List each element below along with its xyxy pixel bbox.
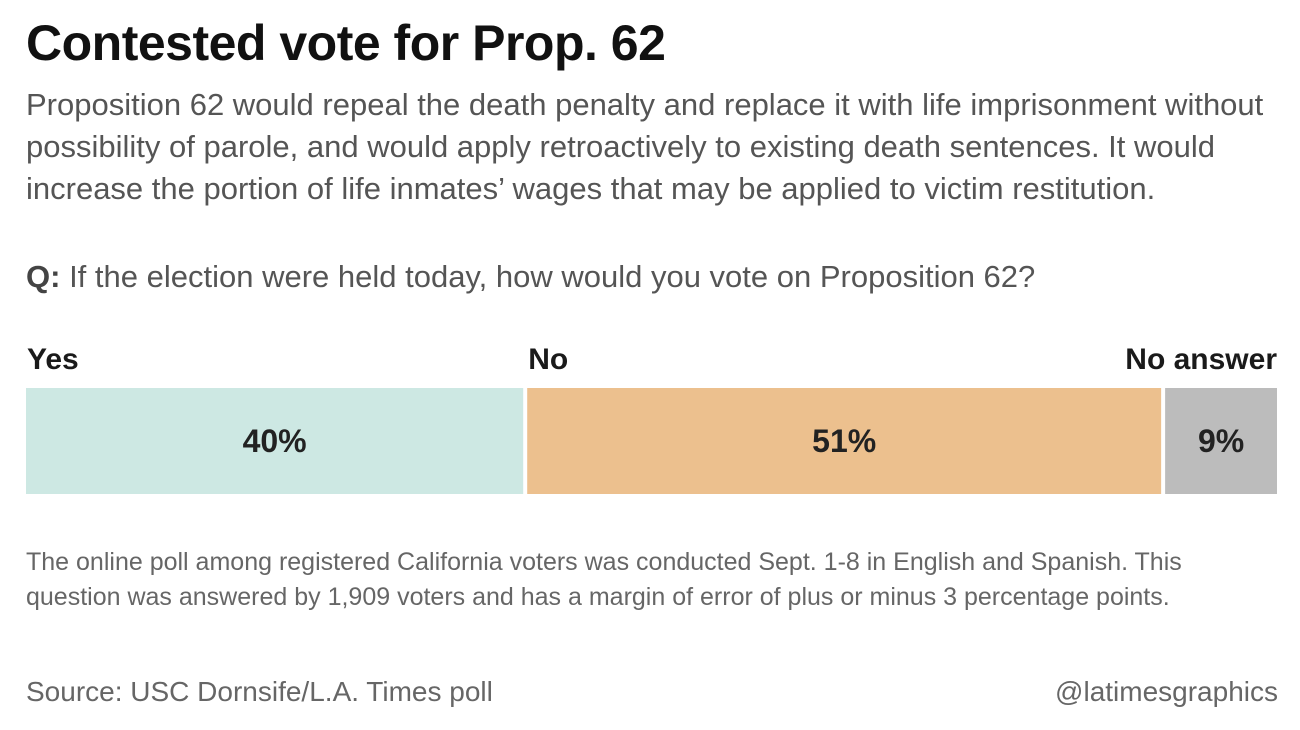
bar-segment-no bbox=[527, 388, 1162, 494]
category-label-no: No bbox=[528, 343, 568, 376]
question-text: If the election were held today, how wou… bbox=[69, 259, 1036, 294]
bar-segment-yes bbox=[26, 388, 524, 494]
value-label-no-answer: 9% bbox=[1198, 423, 1244, 459]
stacked-bar-chart: Yes 40% No 51% No answer 9% bbox=[26, 335, 1277, 500]
chart-title: Contested vote for Prop. 62 bbox=[26, 15, 666, 71]
value-label-yes: 40% bbox=[243, 423, 307, 459]
source-credit: Source: USC Dornsife/L.A. Times poll bbox=[26, 676, 493, 707]
question-prefix: Q: bbox=[26, 259, 61, 294]
value-label-no: 51% bbox=[812, 423, 876, 459]
poll-question: Q: If the election were held today, how … bbox=[26, 256, 1035, 298]
bar-segment-no-answer bbox=[1165, 388, 1277, 494]
graphics-credit: @latimesgraphics bbox=[1055, 676, 1278, 707]
category-label-no-answer: No answer bbox=[1125, 343, 1277, 376]
methodology-note: The online poll among registered Califor… bbox=[26, 548, 1182, 611]
chart-description: Proposition 62 would repeal the death pe… bbox=[26, 87, 1264, 206]
chart-svg: Yes 40% No 51% No answer 9% bbox=[26, 343, 1277, 494]
category-label-yes: Yes bbox=[27, 343, 79, 376]
